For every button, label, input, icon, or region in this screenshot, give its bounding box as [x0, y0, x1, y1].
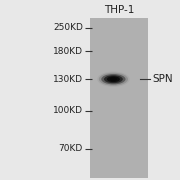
Ellipse shape — [97, 71, 130, 87]
Text: 130KD: 130KD — [53, 75, 83, 84]
Text: 100KD: 100KD — [53, 106, 83, 115]
Text: 70KD: 70KD — [58, 144, 83, 153]
Ellipse shape — [110, 77, 117, 81]
Ellipse shape — [101, 74, 126, 84]
Text: 250KD: 250KD — [53, 23, 83, 32]
Text: SPN: SPN — [152, 74, 173, 84]
Text: THP-1: THP-1 — [104, 5, 134, 15]
Bar — [90, 18, 148, 178]
Ellipse shape — [104, 75, 123, 83]
Text: 180KD: 180KD — [53, 47, 83, 56]
Ellipse shape — [107, 76, 120, 82]
Ellipse shape — [99, 73, 128, 86]
